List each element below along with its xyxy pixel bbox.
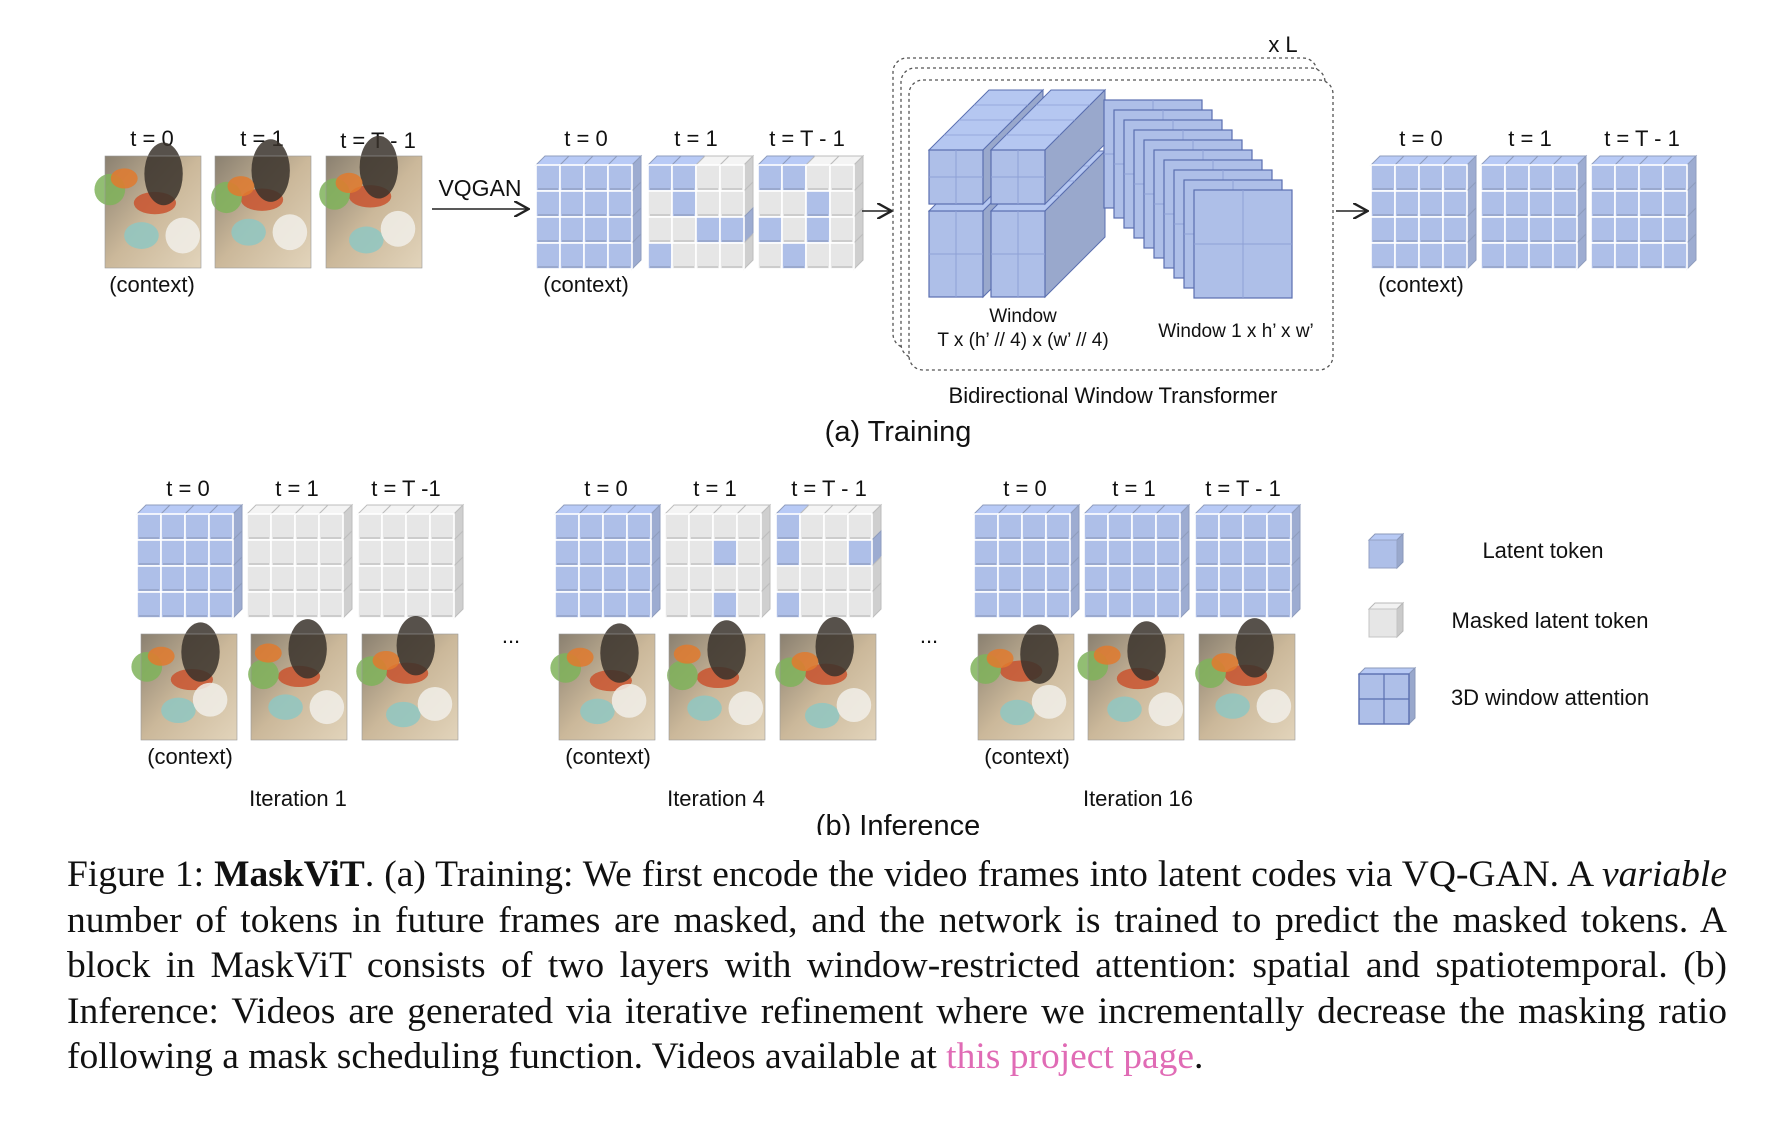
figure: t = 0 t = 1 t = T - 1 (context) VQGAN t … — [94, 32, 1698, 835]
time-label: t = 1 — [674, 126, 717, 151]
spatiotemporal-window-label: Window — [989, 306, 1057, 327]
inference-title: (b) Inference — [816, 810, 980, 835]
ellipsis: ... — [920, 623, 938, 648]
time-label: t = 1 — [1508, 126, 1551, 151]
time-label: t = 1 — [693, 476, 736, 501]
video-frame — [775, 617, 877, 741]
project-page-link[interactable]: this project page — [946, 1036, 1194, 1077]
iteration-label: Iteration 1 — [249, 786, 347, 811]
masked-token-grid — [756, 154, 865, 271]
context-label: (context) — [565, 744, 651, 769]
video-frame — [970, 624, 1075, 741]
masked-token-grid — [663, 503, 772, 620]
time-label: t = T - 1 — [1205, 476, 1281, 501]
context-label: (context) — [1378, 272, 1464, 297]
context-label: (context) — [984, 744, 1070, 769]
caption-text: number of tokens in future frames are ma… — [67, 899, 1727, 1078]
masked-token-grid — [646, 154, 755, 271]
video-frame — [356, 615, 459, 741]
time-label: t = 0 — [564, 126, 607, 151]
inference-iteration-1: t = 0 t = 1 t = T -1 (context) Iteration… — [147, 476, 441, 811]
time-label: t = 0 — [166, 476, 209, 501]
time-label: t = T - 1 — [769, 126, 845, 151]
time-label: t = T -1 — [371, 476, 441, 501]
latent-token-grid — [534, 154, 643, 271]
caption-emphasis: variable — [1602, 854, 1727, 895]
latent-token-grid — [1369, 154, 1478, 271]
video-frame — [667, 620, 766, 741]
caption-model-name: MaskViT — [214, 854, 365, 895]
iteration-label: Iteration 4 — [667, 786, 765, 811]
generated-video-frames — [131, 615, 1296, 741]
video-frame — [94, 142, 202, 269]
masked-token-grid — [356, 503, 465, 620]
time-label: t = 0 — [1003, 476, 1046, 501]
video-frame — [248, 619, 348, 741]
context-label: (context) — [543, 272, 629, 297]
legend-window-label: 3D window attention — [1451, 685, 1649, 710]
repeat-label: x L — [1268, 32, 1297, 57]
masked-token-icon — [1367, 601, 1405, 639]
context-label: (context) — [109, 272, 195, 297]
masked-token-grid — [774, 503, 883, 620]
transformer-label: Bidirectional Window Transformer — [949, 383, 1278, 408]
time-label: t = 0 — [584, 476, 627, 501]
training-token-grids: t = 0 t = 1 t = T - 1 (context) — [534, 126, 890, 297]
window-attention-icon — [1357, 666, 1417, 726]
training-inputs: t = 0 t = 1 t = T - 1 (context) — [94, 126, 423, 297]
video-frame — [211, 139, 312, 269]
legend-latent-label: Latent token — [1482, 538, 1603, 563]
context-label: (context) — [147, 744, 233, 769]
spatiotemporal-window-size: T x (h’ // 4) x (w’ // 4) — [937, 330, 1108, 351]
time-label: t = 0 — [1399, 126, 1442, 151]
iteration-label: Iteration 16 — [1083, 786, 1193, 811]
video-frame — [1077, 621, 1185, 741]
input-video-frames — [94, 135, 423, 269]
latent-token-grid — [135, 503, 244, 620]
masked-token-grid — [245, 503, 354, 620]
video-frame — [131, 622, 238, 741]
caption-end: . — [1194, 1036, 1204, 1077]
latent-token-icon — [1367, 532, 1405, 570]
caption-text: . (a) Training: We first encode the vide… — [364, 854, 1603, 895]
vqgan-encoder: VQGAN — [432, 175, 527, 209]
caption-prefix: Figure 1: — [67, 854, 215, 895]
legend-masked-label: Masked latent token — [1452, 608, 1649, 633]
spatial-window-slice — [1193, 189, 1293, 299]
inference-iteration-4: t = 0 t = 1 t = T - 1 (context) Iteratio… — [565, 476, 867, 811]
vqgan-label: VQGAN — [438, 175, 521, 201]
training-title: (a) Training — [825, 416, 972, 448]
ellipsis: ... — [502, 623, 520, 648]
training-outputs: t = 0 t = 1 t = T - 1 (context) — [1369, 126, 1698, 297]
figure-caption: Figure 1: MaskViT. (a) Training: We firs… — [67, 852, 1727, 1080]
legend: Latent token Masked latent token 3D wind… — [1357, 532, 1649, 726]
time-label: t = T - 1 — [791, 476, 867, 501]
latent-token-grid — [553, 503, 662, 620]
video-frame — [1195, 618, 1296, 741]
video-frame — [319, 135, 423, 269]
latent-token-grid — [1193, 503, 1302, 620]
time-label: t = T - 1 — [1604, 126, 1680, 151]
latent-token-grid — [1589, 154, 1698, 271]
time-label: t = 1 — [275, 476, 318, 501]
video-frame — [550, 623, 656, 741]
latent-token-grid — [1479, 154, 1588, 271]
latent-token-grid — [1082, 503, 1191, 620]
latent-token-grid — [972, 503, 1081, 620]
time-label: t = 1 — [1112, 476, 1155, 501]
inference-iteration-16: t = 0 t = 1 t = T - 1 (context) Iteratio… — [984, 476, 1281, 811]
spatial-window-label: Window 1 x h’ x w’ — [1158, 321, 1314, 342]
bidirectional-window-transformer: x L Window T x (h’ // 4) x (w’ // 4) Win… — [892, 32, 1366, 408]
